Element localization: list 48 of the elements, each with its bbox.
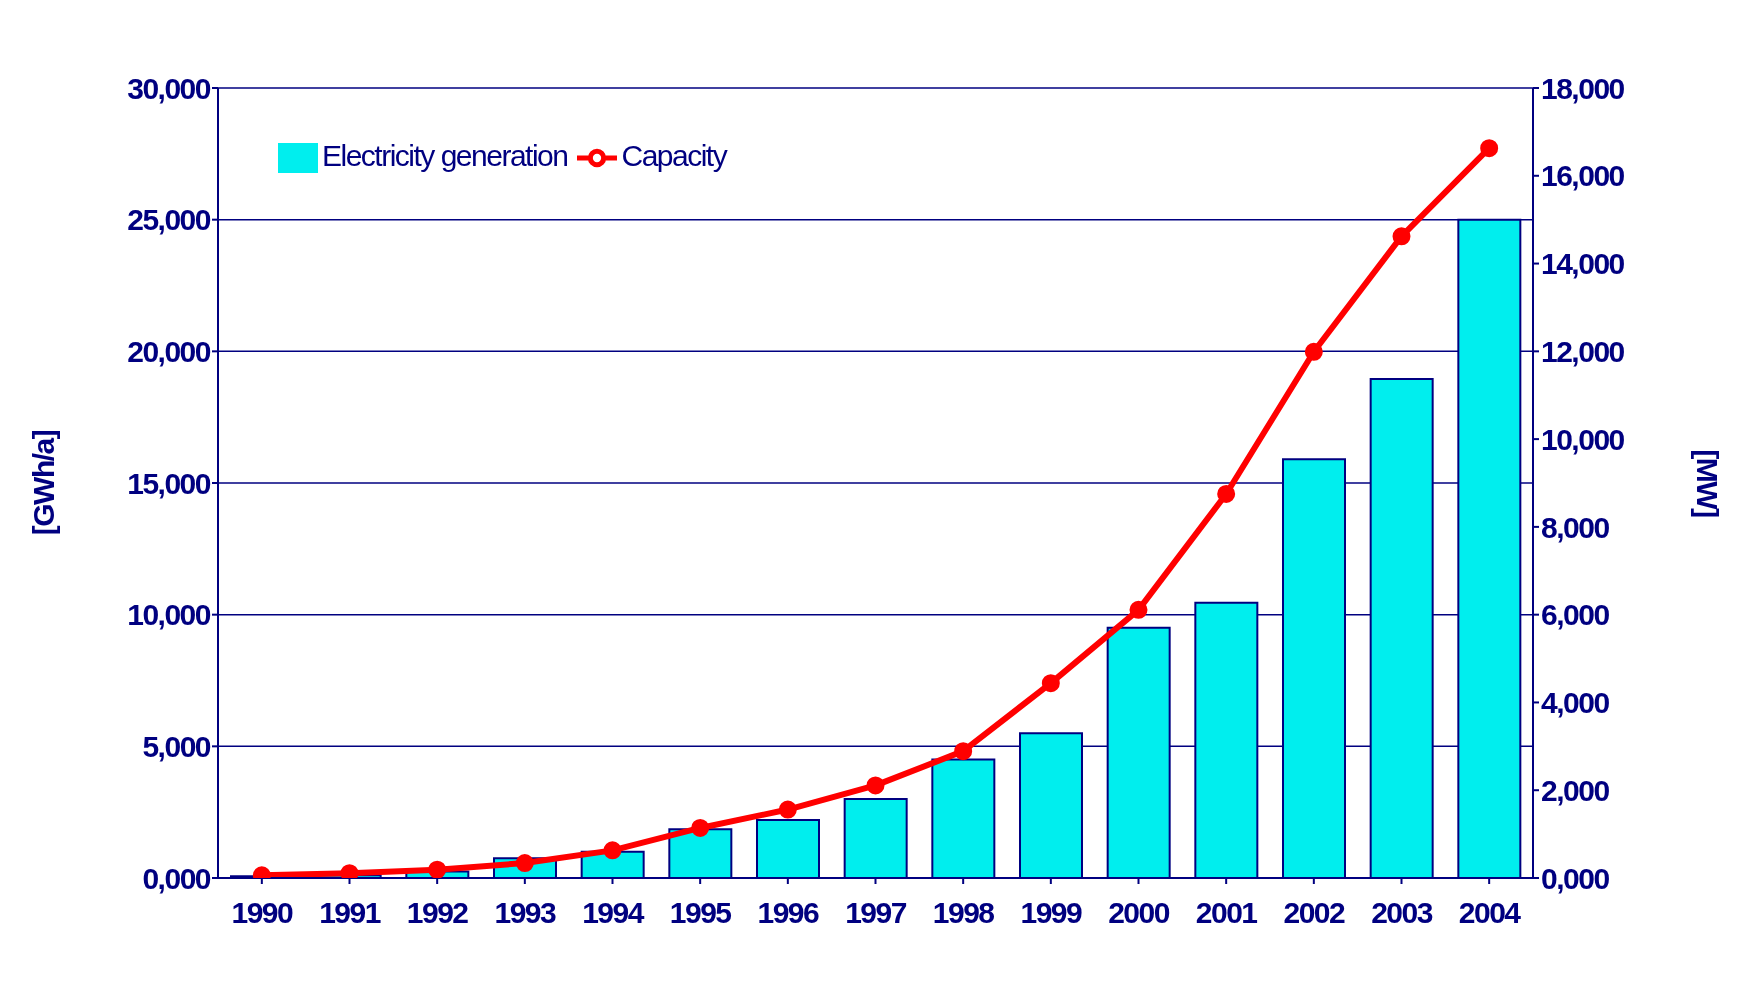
legend-label: Capacity	[621, 138, 727, 172]
y2-tick-label: 4,000	[1541, 686, 1610, 720]
x-tick-label: 1998	[932, 896, 995, 930]
y2-tick-label: 16,000	[1541, 159, 1625, 193]
y-tick-label: 5,000	[142, 729, 211, 763]
point	[1304, 342, 1323, 361]
x-tick-label: 1996	[757, 896, 820, 930]
point	[1392, 227, 1411, 246]
y-tick-label: 30,000	[127, 71, 211, 105]
y2-tick-label: 14,000	[1541, 247, 1625, 281]
y2-tick-label: 6,000	[1541, 598, 1610, 632]
y2-tick-label: 18,000	[1541, 71, 1625, 105]
x-tick-label: 1992	[406, 896, 469, 930]
point	[1217, 484, 1236, 503]
x-tick-label: 2004	[1458, 896, 1522, 930]
x-tick-label: 1993	[494, 896, 557, 930]
x-tick-label: 1995	[669, 896, 732, 930]
y-tick-label: 0,000	[142, 861, 211, 895]
legend-label: Electricity generation	[322, 138, 568, 172]
y2-axis-title: [MW]	[1691, 449, 1725, 518]
y-tick-label: 15,000	[127, 466, 211, 500]
point	[778, 800, 797, 819]
point	[1041, 674, 1060, 693]
x-tick-label: 2002	[1283, 896, 1346, 930]
x-tick-label: 1997	[845, 896, 907, 930]
x-tick-label: 2003	[1371, 896, 1433, 930]
y-tick-label: 10,000	[127, 598, 211, 632]
point	[1129, 600, 1148, 619]
y-tick-label: 25,000	[127, 203, 211, 237]
x-tick-label: 2001	[1195, 896, 1258, 930]
x-tick-label: 1999	[1020, 896, 1083, 930]
y2-tick-label: 12,000	[1541, 334, 1625, 368]
y-tick-label: 20,000	[127, 334, 211, 368]
y-axis-title: [GWh/a]	[26, 430, 60, 536]
point	[428, 860, 447, 878]
point	[1480, 139, 1499, 158]
point	[691, 818, 710, 837]
point	[866, 776, 885, 795]
y2-tick-label: 0,000	[1541, 861, 1610, 895]
y2-tick-label: 10,000	[1541, 422, 1625, 456]
x-tick-label: 2000	[1108, 896, 1170, 930]
x-tick-label: 1990	[231, 896, 294, 930]
y2-tick-label: 2,000	[1541, 773, 1610, 807]
y2-tick-label: 8,000	[1541, 510, 1610, 544]
x-tick-label: 1991	[319, 896, 381, 930]
point	[603, 841, 622, 860]
x-tick-label: 1994	[582, 896, 645, 930]
point	[954, 742, 973, 761]
